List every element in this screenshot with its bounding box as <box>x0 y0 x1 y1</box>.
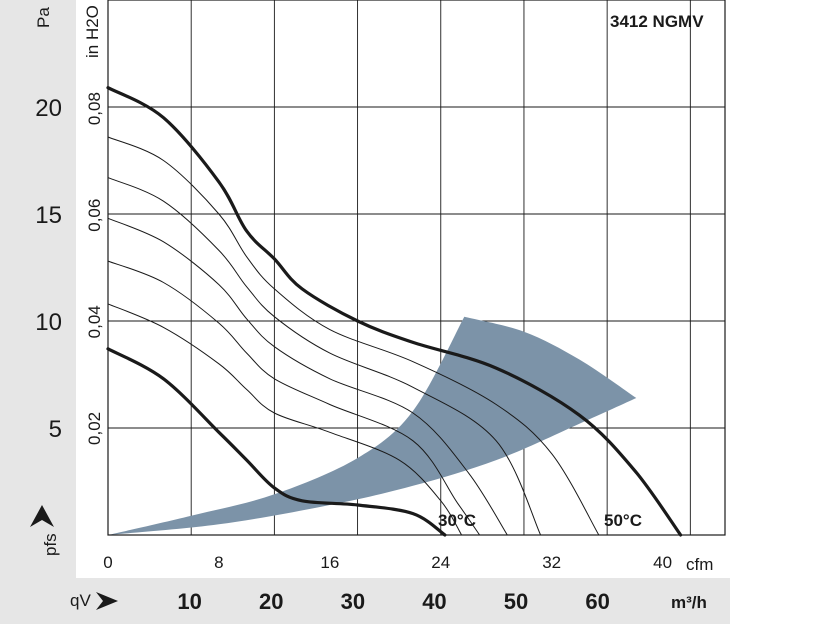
m3h-tick-label: 30 <box>341 589 365 614</box>
in-h2o-tick-label: 0,04 <box>85 305 104 338</box>
cfm-tick-label: 0 <box>103 553 112 572</box>
performance-curves <box>106 86 683 537</box>
in-h2o-tick-label: 0,02 <box>85 412 104 445</box>
operating-region <box>108 316 637 535</box>
cfm-tick-label: 8 <box>214 553 223 572</box>
bottom-axis-band <box>0 578 730 624</box>
pa-tick-label: 15 <box>35 202 62 229</box>
x-unit-cfm: cfm <box>686 555 713 574</box>
x-arrow-icon <box>96 592 118 610</box>
pa-tick-label: 20 <box>35 95 62 122</box>
m3h-tick-label: 40 <box>422 589 446 614</box>
pa-tick-label: 5 <box>49 416 62 443</box>
cfm-tick-labels: 0 8 16 24 32 40 <box>103 553 672 572</box>
grid <box>107 0 725 535</box>
y-label-pfs: pfs <box>41 533 60 556</box>
in-h2o-tick-labels: 0,02 0,04 0,06 0,08 <box>85 92 104 445</box>
y-arrow-icon <box>30 505 54 527</box>
m3h-tick-label: 20 <box>259 589 283 614</box>
temp-label-50: 50°C <box>604 511 642 530</box>
fan-curve-7 <box>106 347 447 537</box>
cfm-tick-label: 16 <box>320 553 339 572</box>
fan-curve-4 <box>107 217 508 536</box>
in-h2o-tick-label: 0,06 <box>85 199 104 232</box>
pa-tick-labels: 5 10 15 20 <box>35 95 62 443</box>
fan-curve-6 <box>107 303 463 536</box>
cfm-tick-label: 40 <box>653 553 672 572</box>
fan-curve-3 <box>107 177 542 536</box>
in-h2o-tick-label: 0,08 <box>85 92 104 125</box>
plot-frame <box>107 0 726 536</box>
y-unit-pa: Pa <box>34 7 53 28</box>
pa-tick-label: 10 <box>35 309 62 336</box>
m3h-tick-labels: 10 20 30 40 50 60 <box>177 589 610 614</box>
cfm-tick-label: 24 <box>431 553 450 572</box>
fan-curve-2 <box>107 136 600 536</box>
fan-curve-5 <box>107 260 481 536</box>
fan-curve-1 <box>106 86 683 537</box>
m3h-tick-label: 50 <box>504 589 528 614</box>
x-label-qv: qV <box>70 591 91 610</box>
temp-label-30: 30°C <box>438 511 476 530</box>
m3h-tick-label: 60 <box>585 589 609 614</box>
cfm-tick-label: 32 <box>542 553 561 572</box>
x-unit-m3h: m³/h <box>671 593 707 612</box>
model-label: 3412 NGMV <box>610 12 704 31</box>
y-unit-in-h2o: in H2O <box>83 5 102 58</box>
m3h-tick-label: 10 <box>177 589 201 614</box>
